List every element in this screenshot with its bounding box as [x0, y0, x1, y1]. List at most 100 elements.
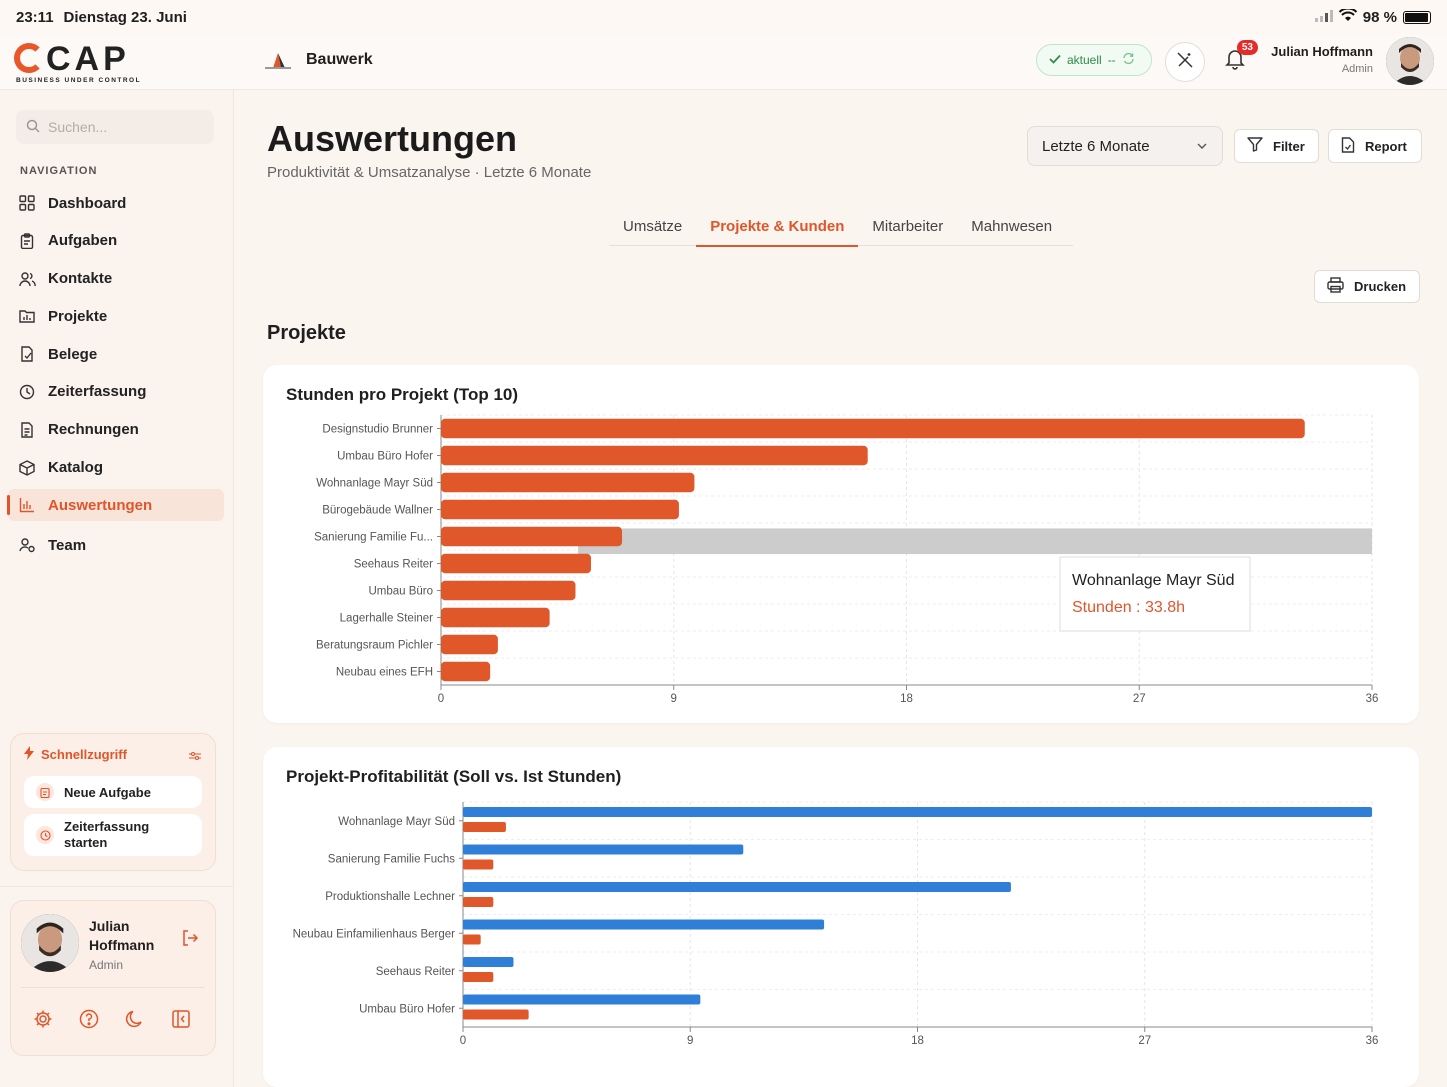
user-first-name: Julian: [89, 918, 130, 934]
start-time-tracking-label: Zeiterfassung starten: [64, 819, 149, 851]
x-tick-label: 36: [1366, 693, 1379, 705]
x-tick-label: 0: [460, 1035, 466, 1047]
settings-sliders-icon[interactable]: [189, 748, 201, 766]
start-time-tracking-line-1: Zeiterfassung: [64, 819, 150, 834]
hours-bar-chart[interactable]: Designstudio Brunner Umbau Büro Hofer Wohn…: [263, 365, 1419, 723]
refresh-icon: [1122, 52, 1135, 68]
print-label: Drucken: [1354, 279, 1407, 294]
sidebar-item-belege[interactable]: Belege: [8, 338, 224, 370]
sidebar-item-katalog[interactable]: Katalog: [8, 452, 224, 484]
company-switcher[interactable]: Bauwerk: [262, 48, 373, 72]
bar-wohnanlage-mayr-s-d-s1: [463, 807, 1372, 817]
user-card-divider: [21, 987, 205, 988]
sidebar-item-rechnungen[interactable]: Rechnungen: [8, 414, 224, 446]
analysis-tabs: Umsätze Projekte & Kunden Mitarbeiter Ma…: [609, 206, 1073, 247]
y-tick-label-beratungsraum-pichler: Beratungsraum Pichler: [316, 640, 433, 652]
sidebar-item-label: Aufgaben: [48, 232, 118, 250]
period-select-value: Letzte 6 Monate: [1042, 137, 1150, 155]
new-task-button[interactable]: Neue Aufgabe: [24, 776, 202, 808]
y-tick-label-wohnanlage-mayr-s-d: Wohnanlage Mayr Süd: [338, 816, 455, 828]
chart-title: Stunden pro Projekt (Top 10): [286, 385, 519, 404]
user-menu[interactable]: Julian Hoffmann Admin: [1271, 44, 1373, 75]
sidebar-item-dashboard[interactable]: Dashboard: [8, 187, 224, 219]
y-tick-label-seehaus-reiter: Seehaus Reiter: [376, 966, 455, 978]
help-icon[interactable]: [79, 1009, 99, 1034]
user-card: Julian Hoffmann Admin: [10, 900, 216, 1056]
profitability-bar-chart[interactable]: Wohnanlage Mayr Süd Sanierung Familie Fuc…: [263, 747, 1419, 1087]
user-card-actions: [33, 1009, 191, 1034]
notification-badge: 53: [1236, 40, 1258, 55]
avatar[interactable]: [21, 914, 79, 972]
clock-icon: [18, 383, 36, 401]
hover-highlight-band: [578, 528, 1372, 555]
sidebar-item-auswertungen[interactable]: Auswertungen: [7, 489, 224, 522]
y-tick-label-seehaus-reiter: Seehaus Reiter: [354, 559, 433, 571]
status-right: 98 %: [1314, 7, 1431, 26]
y-tick-label-umbau-b-ro: Umbau Büro: [368, 586, 433, 598]
bar-umbau-b-ro-hofer-s2: [463, 1009, 529, 1020]
printer-icon: [1327, 277, 1344, 296]
magic-wand-button[interactable]: [1165, 42, 1205, 82]
bar-wohnanlage-mayr-s-d-s2: [463, 822, 506, 832]
bar-neubau-einfamilienhaus-berger-s2: [463, 934, 481, 945]
page-title: Auswertungen: [267, 118, 518, 159]
bar-b-rogeb-ude-wallner: [441, 499, 679, 520]
bar-chart-icon: [18, 496, 36, 514]
bar-sanierung-familie-fuchs-s1: [463, 844, 744, 855]
sidebar-nav: Dashboard Aufgaben Kontakte Projekte Bel…: [7, 187, 224, 567]
report-button[interactable]: Report: [1328, 129, 1422, 163]
clipboard-icon: [18, 232, 36, 250]
x-tick-label: 27: [1138, 1035, 1151, 1047]
status-date: Dienstag 23. Juni: [63, 8, 187, 26]
sidebar-item-kontakte[interactable]: Kontakte: [8, 263, 224, 295]
bar-produktionshalle-lechner-s2: [463, 897, 494, 907]
top-header: CAP BUSINESS UNDER CONTROL Bauwerk aktue…: [0, 34, 1447, 90]
box-icon: [18, 459, 36, 477]
app-logo[interactable]: CAP BUSINESS UNDER CONTROL: [14, 40, 154, 84]
gear-icon[interactable]: [33, 1009, 53, 1034]
sidebar-item-projekte[interactable]: Projekte: [8, 300, 224, 332]
sync-status-badge[interactable]: aktuell --: [1036, 44, 1152, 76]
sidebar-item-label: Zeiterfassung: [48, 383, 147, 401]
user-card-name: Julian Hoffmann: [89, 917, 169, 955]
sidebar-item-team[interactable]: Team: [8, 529, 224, 561]
nav-section-title: NAVIGATION: [20, 165, 98, 177]
sidebar-item-label: Auswertungen: [48, 496, 153, 514]
search-icon: [26, 119, 40, 136]
tab-mahnwesen[interactable]: Mahnwesen: [971, 217, 1053, 235]
print-button[interactable]: Drucken: [1314, 270, 1420, 303]
notifications-button[interactable]: 53: [1218, 40, 1258, 78]
sidebar-item-label: Kontakte: [48, 270, 113, 288]
bar-sanierung-familie-fu: [441, 526, 623, 547]
tab-umsaetze[interactable]: Umsätze: [623, 217, 683, 235]
x-tick-label: 36: [1366, 1035, 1379, 1047]
avatar[interactable]: [1386, 37, 1434, 85]
sidebar-item-zeiterfassung[interactable]: Zeiterfassung: [8, 376, 224, 408]
search-box[interactable]: [16, 110, 214, 144]
x-tick-label: 9: [687, 1035, 693, 1047]
tooltip-value: Stunden : 33.8h: [1072, 599, 1185, 616]
collapse-sidebar-icon[interactable]: [171, 1009, 191, 1034]
y-tick-label-produktionshalle-lechner: Produktionshalle Lechner: [325, 891, 455, 903]
bar-seehaus-reiter-s1: [463, 957, 514, 967]
y-tick-label-designstudio-brunner: Designstudio Brunner: [322, 424, 433, 436]
battery-percent: 98 %: [1362, 8, 1397, 26]
tab-projekte-kunden[interactable]: Projekte & Kunden: [696, 206, 859, 247]
tab-mitarbeiter[interactable]: Mitarbeiter: [872, 217, 944, 235]
logout-icon[interactable]: [181, 929, 199, 952]
sync-status-text: aktuell: [1067, 53, 1102, 67]
y-tick-label-lagerhalle-steiner: Lagerhalle Steiner: [340, 613, 434, 625]
start-time-tracking-button[interactable]: Zeiterfassung starten: [24, 814, 202, 856]
sidebar-item-aufgaben[interactable]: Aufgaben: [8, 225, 224, 257]
user-last-name: Hoffmann: [89, 937, 155, 953]
user-role: Admin: [1341, 63, 1373, 75]
period-select[interactable]: Letzte 6 Monate: [1027, 126, 1223, 166]
moon-icon[interactable]: [125, 1009, 145, 1034]
bar-beratungsraum-pichler: [441, 634, 498, 655]
filter-button[interactable]: Filter: [1234, 129, 1319, 163]
filter-label: Filter: [1273, 138, 1305, 154]
bar-sanierung-familie-fuchs-s2: [463, 859, 494, 870]
sidebar: NAVIGATION Dashboard Aufgaben Kontakte P…: [0, 90, 234, 1087]
search-input[interactable]: [48, 119, 198, 135]
sidebar-item-label: Team: [48, 536, 87, 554]
